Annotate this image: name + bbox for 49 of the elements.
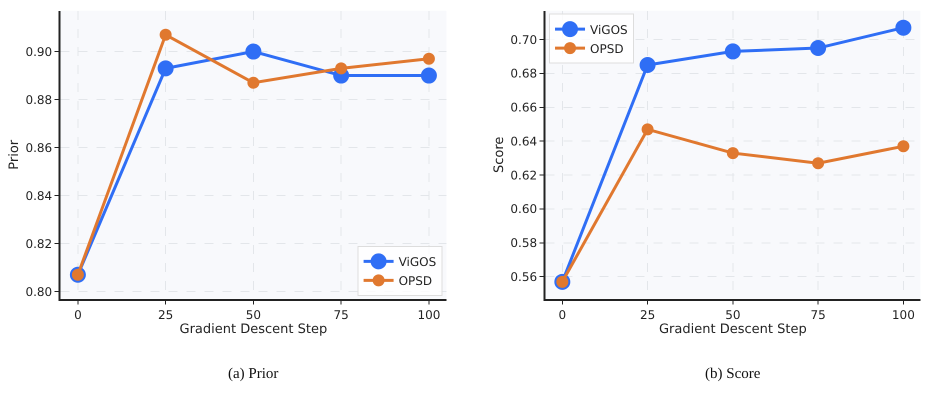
y-axis-title: Score [492,136,507,173]
point [245,44,262,60]
point [895,20,912,36]
legend-label: ViGOS [590,22,628,37]
x-tick-label: 100 [892,308,915,322]
y-tick-label: 0.58 [510,236,538,250]
point [420,68,437,84]
x-tick-label: 0 [558,308,566,322]
point [897,140,910,152]
point [812,157,824,170]
point [810,40,826,56]
y-tick-label: 0.82 [25,236,52,251]
legend-label: OPSD [590,42,624,56]
x-tick-label: 50 [246,308,262,322]
point [422,52,435,65]
point [158,60,174,76]
x-tick-label: 25 [640,308,656,322]
y-tick-label: 0.86 [25,140,52,155]
point [640,56,656,73]
x-axis-title: Gradient Descent Step [180,322,328,337]
x-tick-label: 75 [334,308,349,322]
x-tick-label: 75 [810,308,826,322]
y-tick-label: 0.56 [510,270,538,284]
y-tick-label: 0.88 [25,92,52,107]
point [160,28,172,41]
point [642,123,654,136]
x-tick-label: 100 [417,308,440,322]
x-axis-title: Gradient Descent Step [658,322,807,337]
legend-label: OPSD [398,274,432,288]
y-tick-label: 0.66 [510,100,538,115]
x-tick-label: 25 [158,308,174,322]
y-tick-label: 0.70 [510,32,538,47]
y-tick-label: 0.80 [25,284,52,299]
point [335,62,348,74]
text: (b) Score [705,366,761,382]
point [247,76,260,89]
y-tick-label: 0.64 [510,134,538,148]
y-tick-label: 0.60 [510,202,538,216]
y-tick-label: 0.90 [25,44,52,59]
point [726,147,739,160]
y-tick-label: 0.84 [25,188,52,203]
x-tick-label: 50 [725,308,740,322]
y-tick-label: 0.62 [510,168,538,182]
point [724,43,741,60]
legend-label: ViGOS [398,255,436,270]
text: (a) Prior [228,366,278,382]
y-tick-label: 0.68 [510,66,538,81]
x-tick-label: 0 [74,308,82,322]
y-axis-title: Prior [6,139,22,170]
